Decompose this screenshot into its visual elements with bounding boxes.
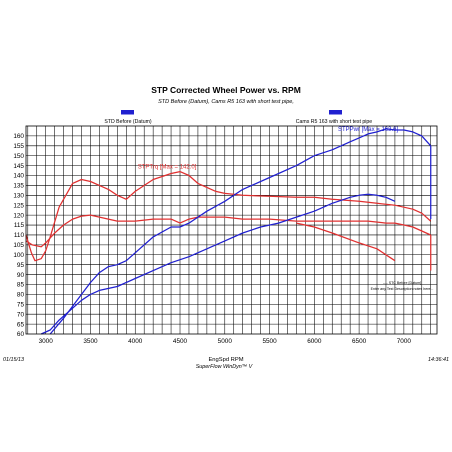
grid xyxy=(26,126,437,334)
legend-label-1: STD Before (Datum) xyxy=(104,119,152,125)
x-tick-label: 6500 xyxy=(352,338,367,345)
x-tick-label: 3500 xyxy=(83,338,98,345)
y-tick-label: 155 xyxy=(13,143,24,150)
series-line-2 xyxy=(25,214,431,248)
x-tick-label: 4500 xyxy=(173,338,188,345)
y-tick-label: 140 xyxy=(13,173,24,180)
legend: STD Before (Datum) Cams R5 163 with shor… xyxy=(104,110,372,125)
side-note-2: Enter any Test Description notes here... xyxy=(371,287,434,291)
y-tick-label: 65 xyxy=(17,321,25,328)
y-tick-label: 135 xyxy=(13,183,24,190)
y-tick-label: 100 xyxy=(13,252,24,259)
y-tick-label: 60 xyxy=(17,331,25,338)
y-tick-label: 145 xyxy=(13,163,24,170)
x-tick-label: 6000 xyxy=(307,338,322,345)
chart-subtitle: STD Before (Datum), Cams R5 163 with sho… xyxy=(158,99,294,105)
y-tick-label: 85 xyxy=(17,282,25,289)
x-tick-label: 5500 xyxy=(262,338,277,345)
x-axis-label: EngSpd RPM xyxy=(208,357,243,363)
y-tick-label: 125 xyxy=(13,202,24,209)
footer-date: 01/15/13 xyxy=(3,357,24,363)
side-note-1: ---- STC Before [Datum] xyxy=(383,281,421,285)
y-tick-label: 90 xyxy=(17,272,25,279)
x-tick-label: 7000 xyxy=(397,338,412,345)
annotation-power-max: STPPwr [Max = 163.6] xyxy=(338,127,399,133)
y-tick-label: 150 xyxy=(13,153,24,160)
y-tick-label: 105 xyxy=(13,242,24,249)
y-axis-ticks: 60 65 70 75 80 85 90 95 100 105 110 115 120 125 130 135… xyxy=(13,133,24,338)
y-tick-label: 110 xyxy=(14,232,25,239)
y-tick-label: 80 xyxy=(17,292,25,299)
plot-frame xyxy=(25,125,438,335)
legend-swatch-1 xyxy=(121,110,134,115)
x-axis-ticks: 3000 3500 4000 4500 5000 5500 6000 6500 7000 xyxy=(39,338,412,345)
x-tick-label: 3000 xyxy=(39,338,54,345)
y-tick-label: 115 xyxy=(14,222,25,229)
legend-label-2: Cams R5 163 with short test pipe xyxy=(296,119,373,125)
y-tick-label: 75 xyxy=(17,301,25,308)
chart-title: STP Corrected Wheel Power vs. RPM xyxy=(151,85,301,95)
y-tick-label: 130 xyxy=(13,193,24,200)
y-tick-label: 160 xyxy=(13,133,24,140)
annotation-torque-max: STPTrq [Max = 142.0] xyxy=(138,165,197,171)
series-line-4 xyxy=(49,128,432,335)
legend-swatch-2 xyxy=(329,110,342,115)
footer-time: 14:36:41 xyxy=(428,357,449,363)
series-lines xyxy=(25,128,432,335)
footer-software: SuperFlow WinDyn™ V xyxy=(196,364,254,370)
y-tick-label: 70 xyxy=(17,311,25,318)
x-tick-label: 4000 xyxy=(128,338,143,345)
series-line-1 xyxy=(25,170,432,262)
series-line-5 xyxy=(40,193,396,335)
y-tick-label: 95 xyxy=(17,262,25,269)
x-tick-label: 5000 xyxy=(218,338,233,345)
series-line-3 xyxy=(296,222,396,262)
y-tick-label: 120 xyxy=(13,212,24,219)
